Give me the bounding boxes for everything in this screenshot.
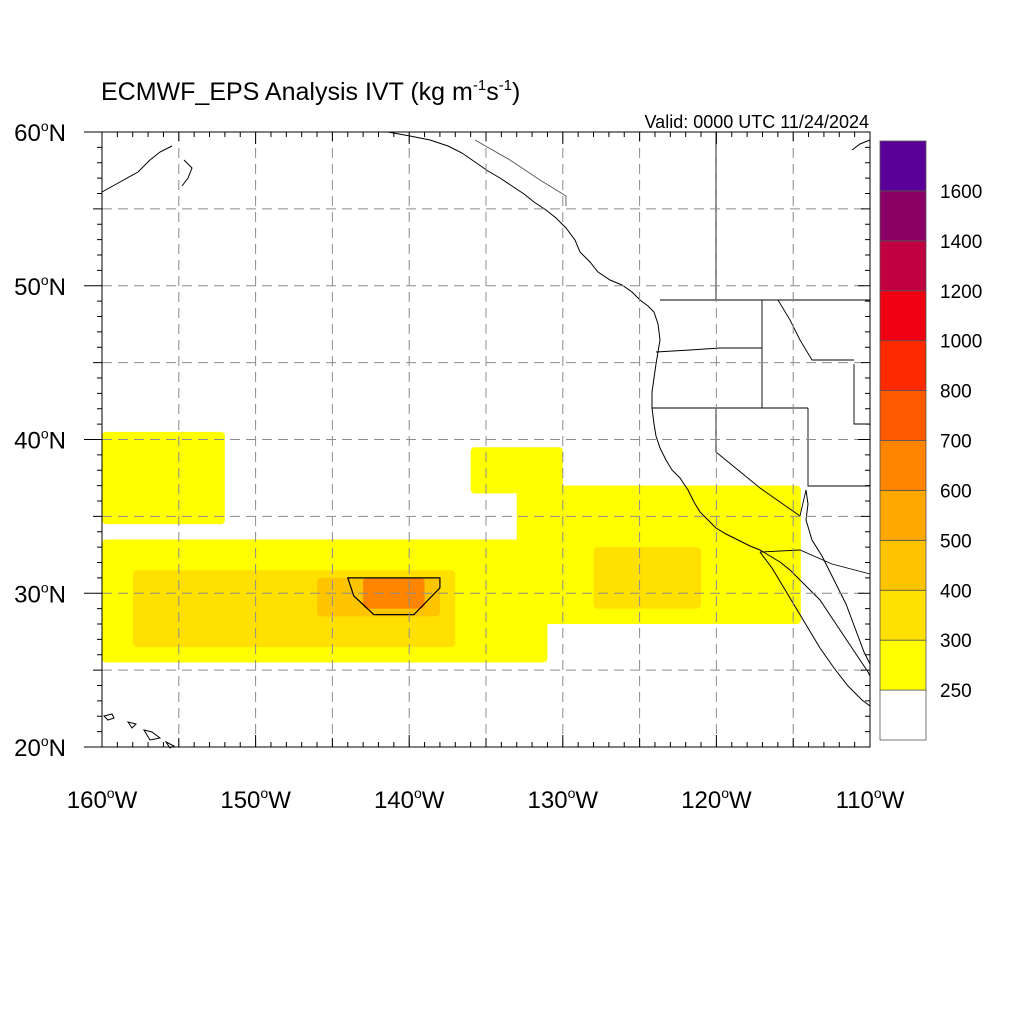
washington-oregon-border	[655, 347, 762, 353]
colorbar-swatch	[879, 190, 927, 242]
colorbar-label: 700	[940, 432, 972, 453]
lat-label: 20oN	[14, 733, 66, 762]
map-panel	[84, 131, 871, 749]
colorbar-label: 1200	[940, 282, 982, 303]
gulf-of-california-coast	[805, 489, 871, 665]
baja-west-coast	[759, 551, 871, 707]
colorbar-swatch	[879, 340, 927, 391]
hudson-coast	[851, 139, 871, 151]
aleutian-coast	[101, 145, 173, 193]
colorbar-swatch	[879, 390, 927, 441]
chart-title: ECMWF_EPS Analysis IVT (kg m-1s-1)	[101, 77, 520, 106]
longitude-labels: 160oW 150oW 140oW 130oW 120oW 110oW	[67, 785, 905, 814]
colorbar-swatch	[879, 440, 927, 491]
utah-border	[853, 364, 870, 425]
lon-label: 120oW	[681, 785, 752, 814]
colorbar-label: 1600	[940, 182, 982, 203]
lat-label: 30oN	[14, 579, 66, 608]
lon-label: 150oW	[220, 785, 291, 814]
ivt-contour-layer	[346, 577, 441, 616]
ivt-region-coastal-branch-core	[593, 547, 702, 609]
colorbar-label: 1400	[940, 232, 982, 253]
lon-label: 140oW	[374, 785, 445, 814]
colorbar-swatch	[879, 290, 927, 342]
colorbar-label: 400	[940, 581, 972, 602]
us-mexico-border	[759, 549, 871, 575]
latitude-labels: 60oN 50oN 40oN 30oN 20oN	[14, 118, 66, 762]
colorbar-label: 500	[940, 531, 972, 552]
colorbar-swatch	[879, 490, 927, 541]
nevada-arizona-border	[807, 408, 870, 487]
lat-label: 60oN	[14, 118, 66, 147]
colorbar-label: 800	[940, 382, 972, 403]
ivt-contour-line	[346, 577, 441, 616]
idaho-border	[761, 300, 808, 409]
arizona-border	[799, 489, 807, 517]
axis-ticks	[84, 131, 871, 748]
ivt-region-isolated-patch	[470, 447, 563, 494]
graticule-layer	[102, 132, 870, 747]
lon-label: 130oW	[528, 785, 599, 814]
colorbar: 250 300 400 500 600 700 800 1000 1200 1400 1600	[879, 140, 982, 741]
colorbar-label: 1000	[940, 332, 982, 353]
lat-label: 50oN	[14, 272, 66, 301]
lon-label: 160oW	[67, 785, 138, 814]
aleutian-island	[181, 159, 193, 187]
colorbar-label: 300	[940, 631, 972, 652]
lon-label: 110oW	[836, 785, 905, 814]
valid-time-label: Valid: 0000 UTC 11/24/2024	[645, 112, 869, 132]
colorbar-swatch	[879, 539, 927, 591]
colorbar-swatch	[879, 240, 927, 292]
colorbar-swatch	[879, 140, 927, 192]
colorbar-swatch	[879, 689, 927, 741]
colorbar-label: 600	[940, 481, 972, 502]
ivt-region-northwest-tongue	[102, 431, 225, 525]
bc-alaska-border	[474, 139, 567, 206]
colorbar-label: 250	[940, 681, 972, 702]
montana-idaho-border	[777, 299, 854, 361]
hawaii-islands	[103, 713, 176, 749]
lat-label: 40oN	[14, 426, 66, 455]
colorbar-swatch	[879, 639, 927, 691]
colorbar-swatch	[879, 589, 927, 641]
